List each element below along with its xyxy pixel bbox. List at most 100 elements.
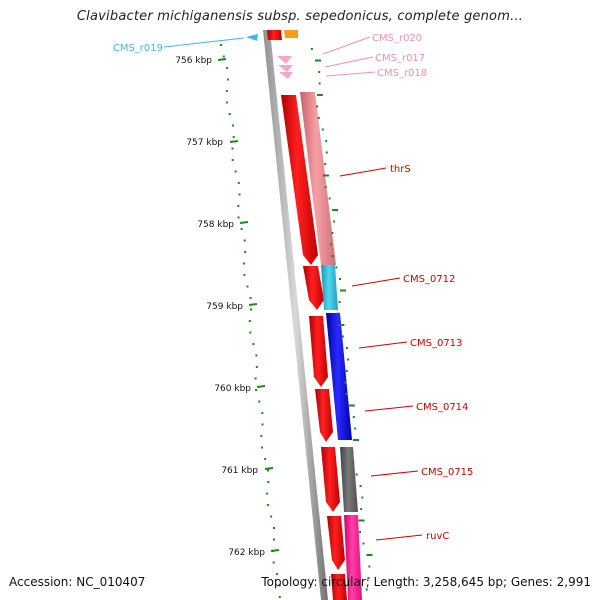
gc-dot — [359, 531, 362, 533]
tick-label-759: 759 kbp — [206, 302, 243, 312]
cds-red-1[interactable] — [281, 95, 318, 265]
gc-dot — [237, 205, 240, 207]
gc-dot — [338, 324, 345, 326]
gc-dot — [237, 182, 240, 184]
gc-dot — [331, 255, 334, 257]
feature-CMS_r020[interactable] — [277, 56, 292, 64]
gc-dot — [249, 297, 252, 299]
gc-dot — [222, 55, 225, 58]
feature-CMS_0712[interactable] — [321, 265, 338, 310]
gc-dot — [352, 416, 355, 418]
tick-760 — [256, 385, 266, 388]
label-CMS_0715[interactable]: CMS_0715 — [421, 467, 473, 478]
gc-dot — [355, 473, 358, 476]
gc-dot — [361, 496, 364, 499]
gc-dot — [228, 113, 231, 115]
gc-dot — [360, 508, 363, 510]
gc-dot — [258, 400, 261, 403]
label-CMS_0714[interactable]: CMS_0714 — [416, 402, 468, 413]
gc-dot — [330, 243, 333, 246]
gc-dot — [264, 458, 267, 460]
gc-dot — [231, 159, 234, 161]
gc-dot — [273, 538, 275, 541]
gc-dot — [362, 542, 365, 545]
gc-dot — [340, 289, 346, 292]
gc-dot — [332, 209, 339, 211]
gc-dot — [278, 584, 281, 587]
gc-dot — [248, 320, 251, 322]
feature-thrS[interactable] — [300, 92, 336, 265]
feature-CMS_r019[interactable] — [246, 34, 258, 41]
gc-dot — [331, 232, 334, 234]
cds-red-4[interactable] — [315, 389, 333, 442]
gc-dot — [318, 71, 321, 73]
tick-761 — [264, 467, 274, 470]
gc-dot — [260, 435, 263, 437]
gc-dot — [338, 301, 341, 303]
gc-dot — [345, 393, 348, 395]
gc-dot — [234, 170, 237, 173]
gc-dot — [244, 251, 247, 253]
gc-dot — [337, 312, 340, 315]
feature-ruvC[interactable] — [344, 515, 362, 600]
gc-dot — [325, 151, 328, 154]
gc-dot — [254, 377, 257, 380]
leader-CMS_r019 — [163, 37, 245, 48]
ruler-ticks — [217, 58, 280, 552]
tick-label-761: 761 kbp — [221, 466, 258, 476]
cds-red-5[interactable] — [321, 447, 340, 512]
feature-CMS_0715[interactable] — [340, 447, 358, 512]
label-CMS_r017[interactable]: CMS_r017 — [375, 53, 425, 64]
gc-dot — [261, 423, 264, 426]
gc-dot — [348, 404, 355, 407]
feature-CMS_r017[interactable] — [278, 65, 293, 72]
gc-dot — [328, 197, 331, 200]
gc-dot — [342, 335, 345, 338]
gc-dot — [255, 366, 258, 368]
gc-dot — [270, 515, 273, 518]
gc-dot — [321, 128, 324, 131]
gc-dot — [232, 136, 235, 138]
label-CMS_r020[interactable]: CMS_r020 — [372, 33, 422, 44]
label-thrS[interactable]: thrS — [390, 164, 411, 175]
cds-red-7[interactable] — [331, 574, 347, 600]
label-CMS_r018[interactable]: CMS_r018 — [377, 68, 427, 79]
gc-dot — [232, 124, 234, 127]
gc-dot — [316, 94, 323, 96]
gc-dot — [225, 101, 228, 104]
feature-CMS_r018[interactable] — [279, 72, 293, 79]
label-CMS_0712[interactable]: CMS_0712 — [403, 274, 455, 285]
gc-dot — [354, 427, 357, 430]
gc-dot — [243, 239, 246, 242]
tick-label-757: 757 kbp — [186, 138, 223, 148]
gc-dot — [226, 67, 229, 69]
label-ruvC[interactable]: ruvC — [426, 531, 449, 542]
tick-label-758: 758 kbp — [197, 220, 234, 230]
gc-trace-left — [220, 44, 281, 598]
gc-trace-right — [310, 48, 373, 591]
cds-red-3[interactable] — [309, 316, 328, 387]
feature-CMS_0713-0714[interactable] — [326, 313, 352, 440]
gc-dot — [237, 216, 240, 219]
gc-dot — [315, 59, 321, 62]
cds-red-6[interactable] — [327, 516, 345, 570]
gc-dot — [249, 331, 252, 334]
gc-dot — [325, 140, 328, 142]
gc-dot — [252, 343, 255, 345]
gc-dot — [316, 105, 318, 108]
gc-dot — [324, 186, 327, 188]
label-CMS_0713[interactable]: CMS_0713 — [410, 338, 462, 349]
label-CMS_r019[interactable]: CMS_r019 — [113, 43, 163, 54]
gc-dot — [226, 78, 229, 81]
gc-dot — [240, 228, 243, 230]
leader-CMS_r020 — [322, 36, 371, 55]
gc-dot — [238, 193, 241, 196]
gc-dot — [367, 577, 370, 579]
tick-label-760: 760 kbp — [214, 384, 251, 394]
gc-dot — [276, 573, 279, 575]
cds-red-2[interactable] — [303, 266, 324, 310]
gc-dot — [345, 347, 348, 349]
gc-dot — [243, 262, 245, 265]
gc-dot — [324, 163, 327, 165]
tick-757 — [229, 140, 239, 143]
